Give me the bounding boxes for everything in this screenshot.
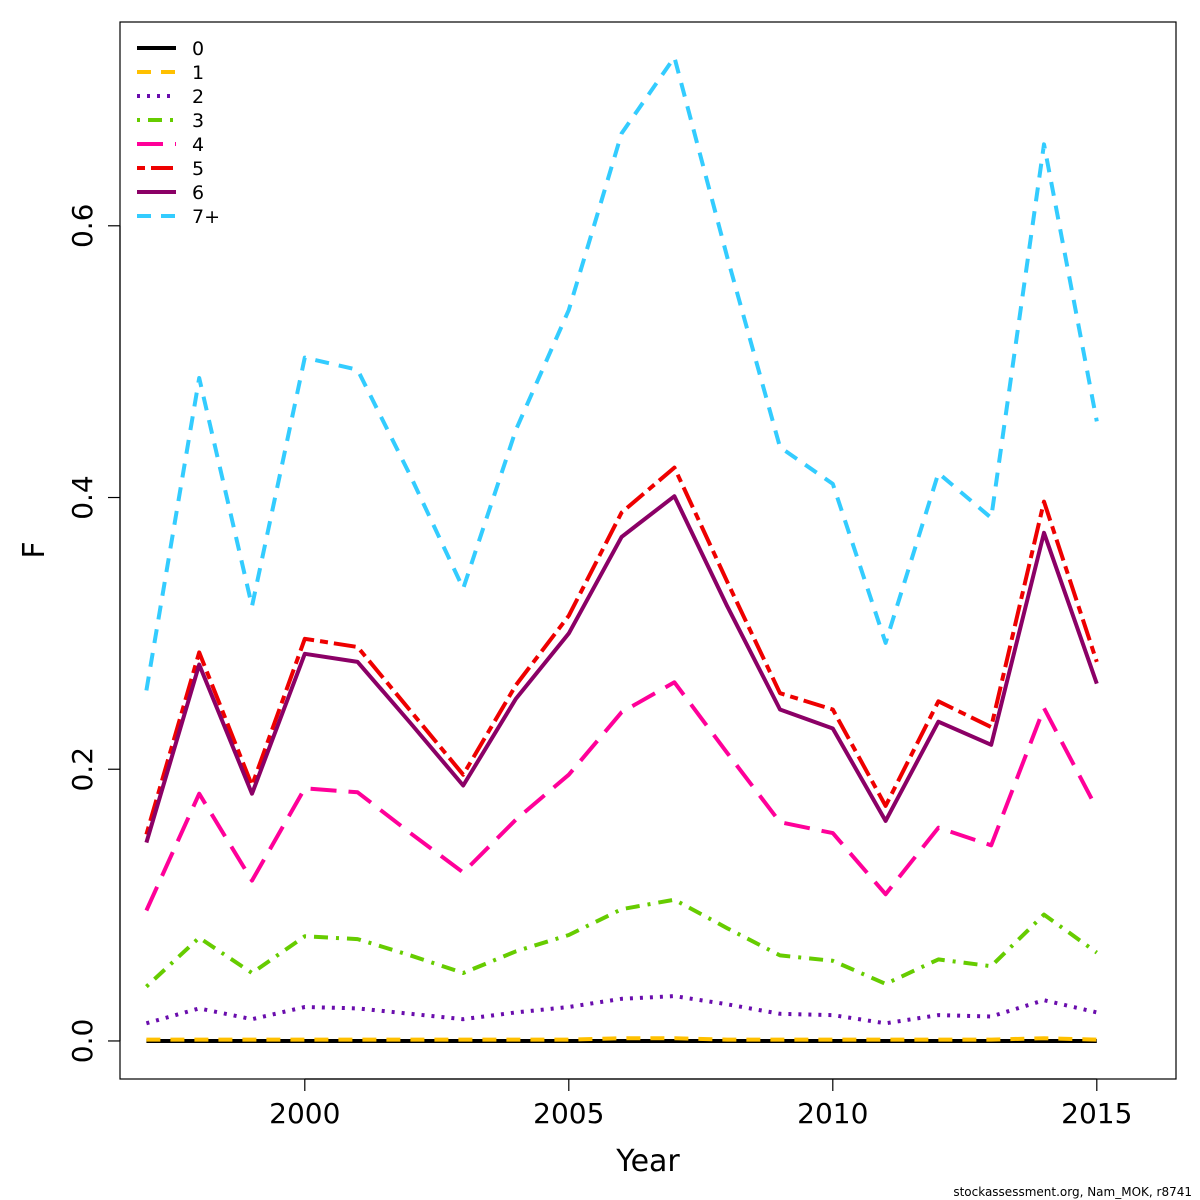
- legend-label: 6: [192, 182, 204, 204]
- legend-label: 0: [192, 38, 204, 60]
- series-line-4: [144, 680, 1099, 912]
- legend-label: 4: [192, 134, 204, 156]
- x-tick-label: 2000: [269, 1097, 340, 1130]
- legend-label: 7+: [192, 206, 220, 228]
- plot-frame: [119, 21, 1177, 1080]
- series-line-6: [144, 494, 1099, 844]
- legend-label: 1: [192, 62, 204, 84]
- legend-label: 2: [192, 86, 204, 108]
- x-axis-title: Year: [615, 1144, 680, 1179]
- x-tick-label: 2015: [1061, 1097, 1132, 1130]
- series-line-3: [145, 897, 1098, 989]
- series-line-7plus: [144, 55, 1099, 691]
- series-line-5: [144, 465, 1099, 835]
- series-layer: [144, 55, 1099, 1043]
- legend-label: 5: [192, 158, 204, 180]
- y-tick-label: 0.4: [66, 475, 99, 520]
- x-axis: 2000 2005 2010 2015: [269, 1078, 1132, 1130]
- y-tick-label: 0.0: [66, 1019, 99, 1064]
- series-line-1: [146, 1036, 1097, 1042]
- footer-credit: stockassessment.org, Nam_MOK, r8741: [953, 1185, 1192, 1199]
- y-tick-label: 0.6: [66, 204, 99, 249]
- x-tick-label: 2010: [797, 1097, 868, 1130]
- series-line-2: [145, 994, 1098, 1026]
- x-tick-label: 2005: [533, 1097, 604, 1130]
- y-axis-title: F: [17, 541, 52, 558]
- legend-label: 3: [192, 110, 204, 132]
- y-axis: 0.0 0.2 0.4 0.6: [66, 204, 121, 1064]
- y-tick-label: 0.2: [66, 747, 99, 792]
